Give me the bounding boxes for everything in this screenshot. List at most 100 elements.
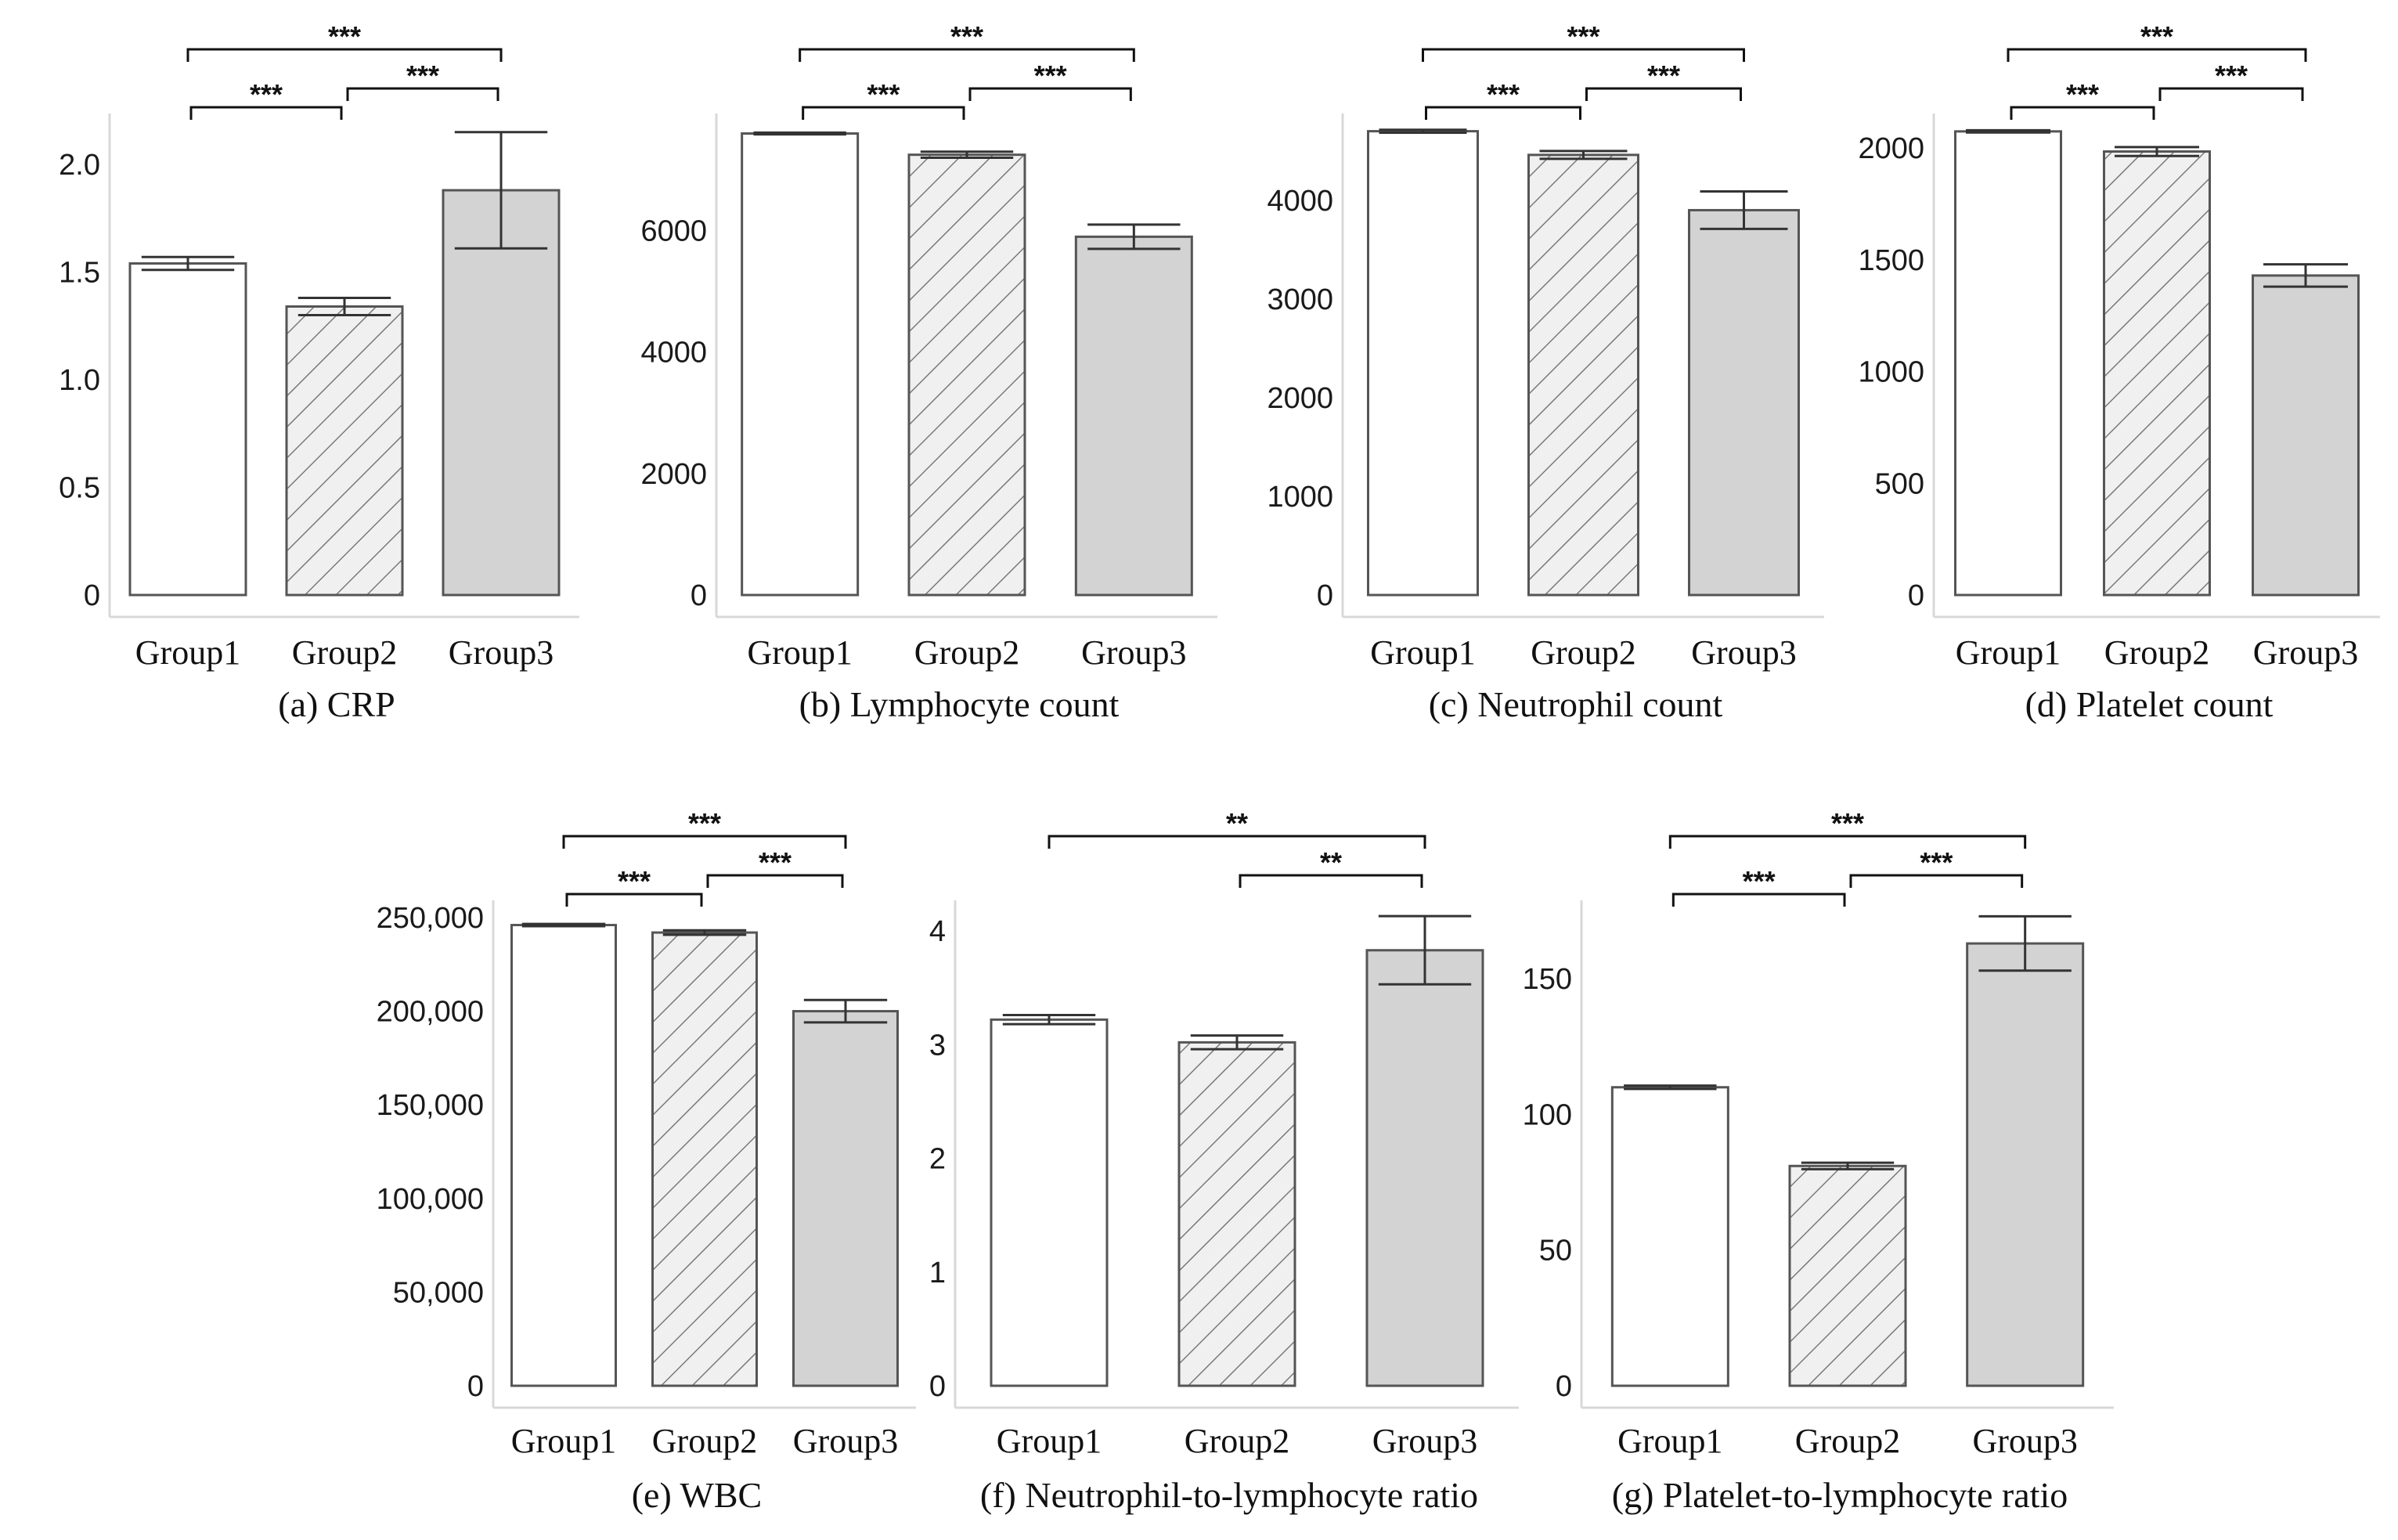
y-tick-label: 6000 xyxy=(640,215,707,248)
y-tick-label: 4000 xyxy=(640,337,707,370)
y-tick-label: 100,000 xyxy=(377,1183,484,1216)
bar-group3 xyxy=(2252,274,2360,597)
bar-group2 xyxy=(285,305,404,597)
significance-bracket xyxy=(189,106,343,120)
x-category-label: Group3 xyxy=(1691,633,1796,672)
x-category-label: Group3 xyxy=(1972,1422,2077,1460)
y-tick-label: 0.5 xyxy=(59,472,100,505)
x-category-label: Group3 xyxy=(1372,1422,1477,1460)
bar-group2 xyxy=(1788,1164,1907,1387)
significance-bracket xyxy=(1671,893,1846,907)
x-category-label: Group3 xyxy=(793,1422,898,1460)
significance-label: *** xyxy=(2140,20,2173,52)
bar-group1 xyxy=(128,262,247,597)
chart-panel-b: 0 2000 4000 6000 Group1 Group2 Group3 *** *** ***… xyxy=(640,20,1217,724)
significance-bracket xyxy=(799,48,1135,62)
error-bar-group3 xyxy=(1378,914,1472,986)
error-bar-group1 xyxy=(753,131,846,136)
error-bar-group1 xyxy=(1624,1084,1717,1091)
bar-group2 xyxy=(1527,153,1639,597)
error-bar-group2 xyxy=(1190,1034,1284,1051)
x-category-label: Group2 xyxy=(2104,633,2209,672)
y-tick-label: 100 xyxy=(1523,1098,1572,1131)
x-category-label: Group2 xyxy=(1185,1422,1289,1460)
bar-group1 xyxy=(1610,1086,1729,1387)
error-bar-group1 xyxy=(1379,128,1467,134)
bar-group1 xyxy=(1954,130,2062,597)
bar-group3 xyxy=(1074,235,1193,597)
y-tick-label: 0 xyxy=(929,1370,946,1403)
y-tick-label: 1.5 xyxy=(59,257,100,290)
y-tick-label: 50 xyxy=(1539,1235,1572,1268)
bar-group3 xyxy=(1966,942,2085,1387)
significance-label: ** xyxy=(1320,846,1342,878)
significance-label: *** xyxy=(250,78,283,110)
y-tick-label: 1000 xyxy=(1267,481,1333,514)
significance-label: *** xyxy=(2066,78,2099,110)
chart-panel-d: 0 500 1000 1500 2000 Group1 Group2 Group3 *** ***… xyxy=(1858,20,2380,724)
significance-bracket xyxy=(186,48,503,62)
y-tick-label: 0 xyxy=(467,1370,484,1403)
significance-label: *** xyxy=(406,60,439,92)
y-tick-label: 2000 xyxy=(1858,132,1924,165)
significance-label: *** xyxy=(867,78,900,110)
y-tick-label: 1 xyxy=(929,1257,946,1289)
bar-group2 xyxy=(2103,150,2211,597)
error-bar-group2 xyxy=(662,929,747,936)
error-bar-group2 xyxy=(1801,1161,1895,1170)
y-tick-label: 1500 xyxy=(1858,244,1924,277)
significance-bracket xyxy=(1849,874,2024,888)
significance-bracket xyxy=(565,893,703,907)
error-bar-group3 xyxy=(1700,189,1788,230)
x-category-label: Group2 xyxy=(1795,1422,1900,1460)
significance-label: *** xyxy=(1034,60,1067,92)
x-category-label: Group1 xyxy=(1617,1422,1722,1460)
x-category-label: Group1 xyxy=(135,633,240,672)
significance-bracket xyxy=(346,87,499,101)
panel-caption: (c) Neutrophil count xyxy=(1429,684,1723,724)
panel-caption: (b) Lymphocyte count xyxy=(799,684,1120,724)
y-tick-label: 500 xyxy=(1875,467,1924,500)
y-tick-label: 0 xyxy=(1908,579,1924,612)
significance-bracket xyxy=(2007,48,2307,62)
significance-label: *** xyxy=(2215,60,2248,92)
y-tick-label: 3 xyxy=(929,1029,946,1062)
chart-panel-e: 0 50,000 100,000 150,000 200,000 250,000 Group… xyxy=(377,807,916,1515)
error-bar-group1 xyxy=(1002,1014,1096,1026)
significance-bracket xyxy=(1048,835,1426,849)
error-bar-group3 xyxy=(1087,223,1181,251)
significance-bracket xyxy=(2010,106,2155,120)
bar-group1 xyxy=(510,924,617,1387)
y-tick-label: 0 xyxy=(1556,1370,1572,1403)
error-bar-group2 xyxy=(920,150,1014,160)
x-category-label: Group3 xyxy=(449,633,554,672)
significance-bracket xyxy=(968,87,1132,101)
chart-panel-c: 0 1000 2000 3000 4000 Group1 Group2 Group3 *** **… xyxy=(1267,20,1824,724)
y-tick-label: 3000 xyxy=(1267,283,1333,316)
x-category-label: Group2 xyxy=(292,633,397,672)
bar-group2 xyxy=(1177,1040,1296,1387)
significance-bracket xyxy=(562,835,847,849)
y-tick-label: 50,000 xyxy=(393,1276,484,1309)
bar-group1 xyxy=(1367,130,1479,597)
x-category-label: Group3 xyxy=(1081,633,1186,672)
y-tick-label: 150 xyxy=(1523,963,1572,996)
error-bar-group3 xyxy=(803,998,888,1024)
x-category-label: Group2 xyxy=(914,633,1019,672)
significance-label: *** xyxy=(1567,20,1599,52)
y-tick-label: 150,000 xyxy=(377,1089,484,1122)
error-bar-group2 xyxy=(1539,150,1628,160)
y-tick-label: 2 xyxy=(929,1143,946,1176)
panel-caption: (g) Platelet-to-lymphocyte ratio xyxy=(1612,1475,2068,1515)
error-bar-group1 xyxy=(521,922,606,928)
error-bar-group2 xyxy=(297,297,391,316)
significance-label: *** xyxy=(759,846,792,878)
y-tick-label: 0 xyxy=(1317,579,1333,612)
significance-bracket xyxy=(1422,48,1745,62)
significance-bracket xyxy=(1239,874,1423,888)
x-category-label: Group2 xyxy=(652,1422,757,1460)
x-category-label: Group1 xyxy=(511,1422,616,1460)
bar-group3 xyxy=(1688,208,1800,597)
x-category-label: Group1 xyxy=(997,1422,1102,1460)
